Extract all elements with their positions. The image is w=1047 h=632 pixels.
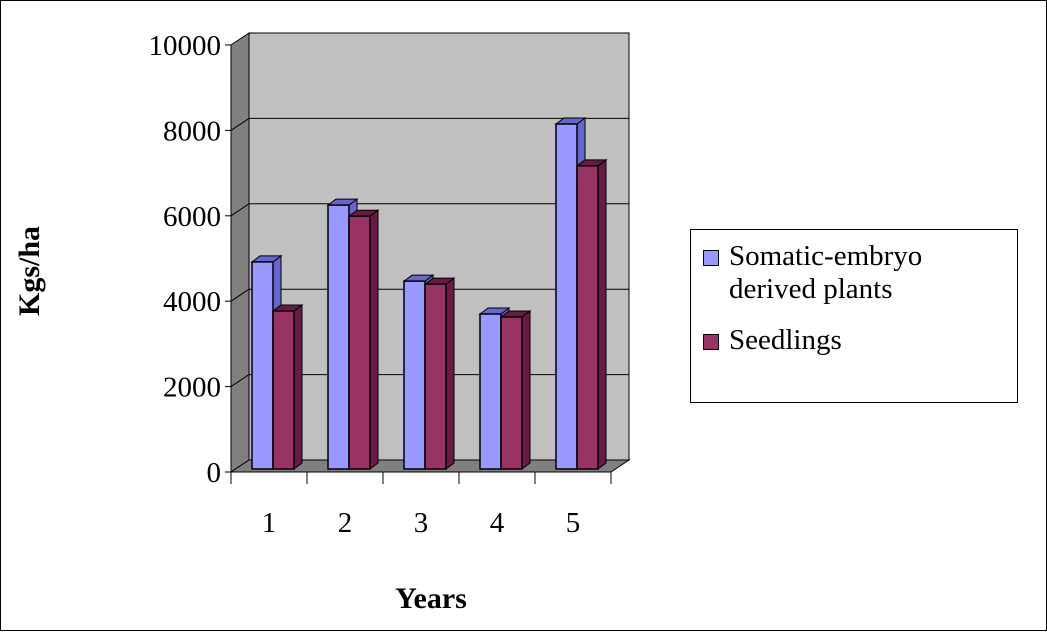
x-axis-label: Years <box>395 582 467 615</box>
y-tick-label: 8000 <box>163 115 221 147</box>
legend-label: Seedlings <box>729 324 842 356</box>
gridline <box>230 203 250 217</box>
legend: Somatic-embryo derived plants Seedlings <box>690 229 1018 403</box>
gridline <box>230 117 250 131</box>
y-tick-label: 10000 <box>149 30 222 62</box>
bar-somatic-4 <box>479 313 502 470</box>
y-tick-label: 2000 <box>163 372 221 404</box>
legend-swatch <box>703 334 719 350</box>
legend-label: derived plants <box>729 273 893 305</box>
bar-seedlings-4 <box>500 316 523 470</box>
x-tick-label: 2 <box>338 507 353 539</box>
legend-item-somatic: Somatic-embryo derived plants <box>703 240 923 306</box>
bar-seedlings-3 <box>424 283 447 470</box>
y-tick-label: 4000 <box>163 286 221 318</box>
bar-seedlings-1 <box>272 310 295 470</box>
side-wall <box>230 32 250 473</box>
bar-side <box>521 309 531 470</box>
bar-side <box>293 304 303 470</box>
x-tick-label: 4 <box>490 507 505 539</box>
bar-seedlings-5 <box>576 165 599 470</box>
x-tick-label: 3 <box>414 507 429 539</box>
legend-item-seedlings: Seedlings <box>703 324 842 357</box>
x-tick-label: 1 <box>262 507 277 539</box>
legend-label: Somatic-embryo <box>729 240 923 272</box>
bar-somatic-2 <box>327 204 350 470</box>
y-tick-label: 6000 <box>163 201 221 233</box>
bar-side <box>597 158 607 470</box>
legend-swatch <box>703 250 719 266</box>
bar-somatic-1 <box>251 261 274 470</box>
gridline <box>230 374 250 388</box>
bar-somatic-3 <box>403 280 426 470</box>
gridline <box>230 288 250 302</box>
bar-somatic-5 <box>555 123 578 470</box>
y-tick-label: 0 <box>207 457 222 489</box>
bar-seedlings-2 <box>348 215 371 470</box>
bar-side <box>445 277 455 470</box>
x-tick-label: 5 <box>566 507 581 539</box>
y-axis-label: Kgs/ha <box>13 226 46 316</box>
bar-side <box>369 209 379 470</box>
